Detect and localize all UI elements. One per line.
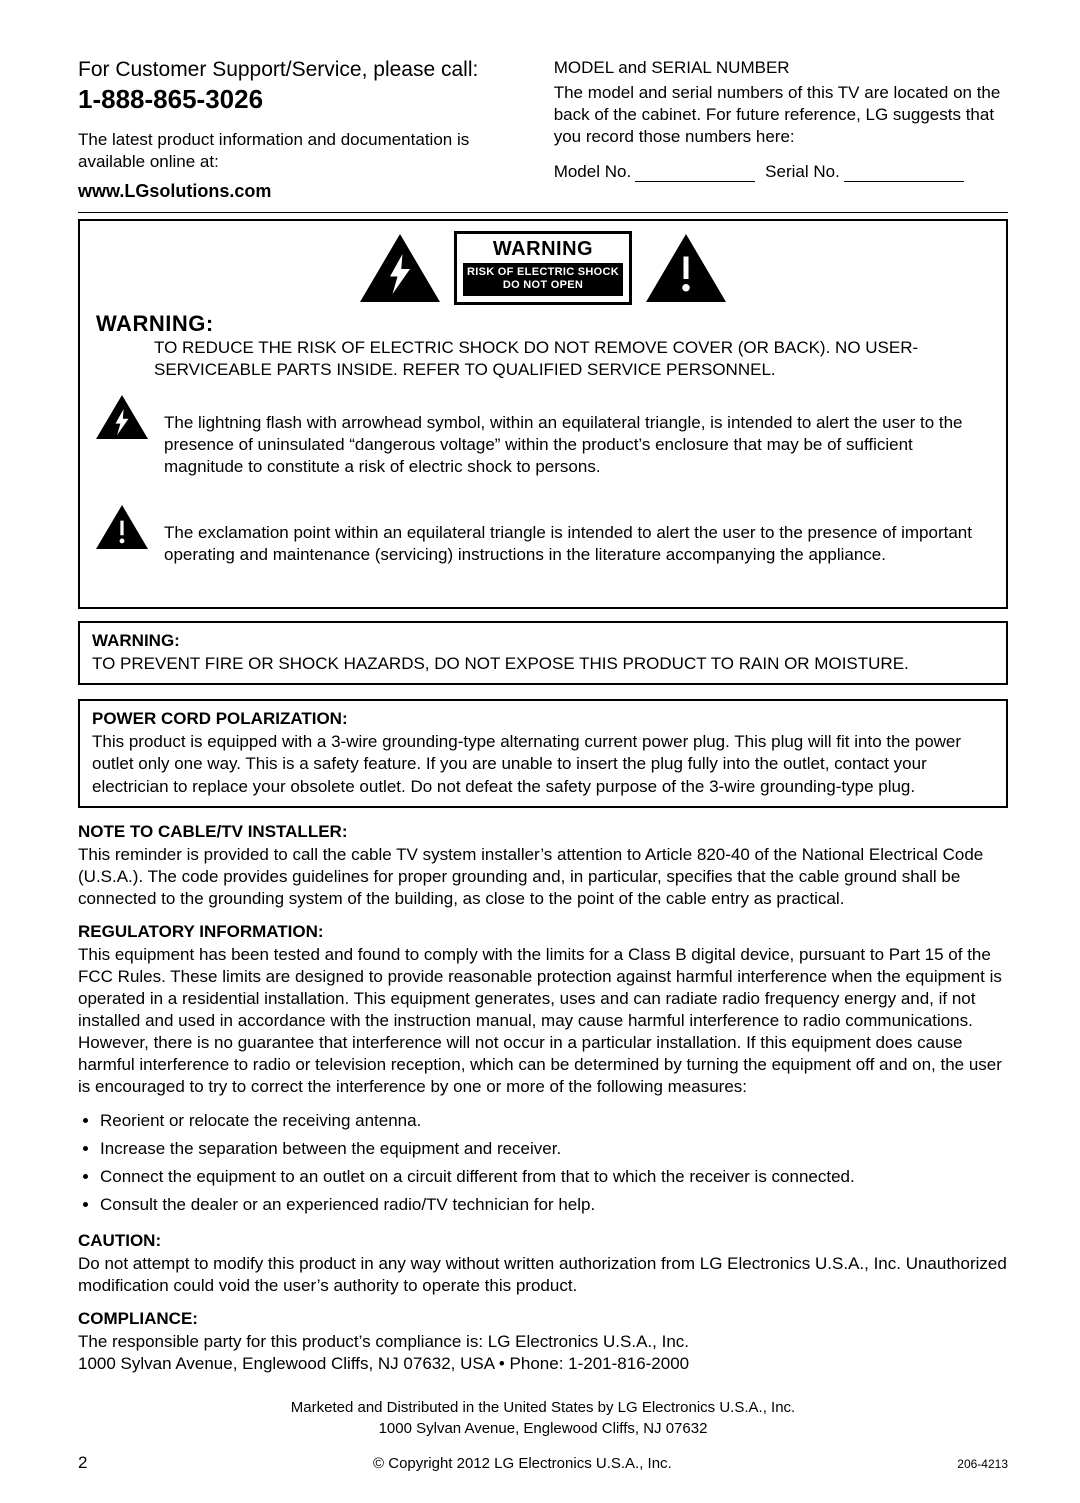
serial-blank-line [844,164,964,182]
model-serial-fields: Model No. Serial No. [554,162,1008,182]
small-lightning-bolt-icon [112,409,132,435]
warning-box-title: WARNING [463,238,623,261]
small-exclamation-triangle-icon [96,505,148,549]
compliance-body2: 1000 Sylvan Avenue, Englewood Cliffs, NJ… [78,1353,1008,1375]
header-columns: For Customer Support/Service, please cal… [78,58,1008,202]
warning-frame: WARNING RISK OF ELECTRIC SHOCK DO NOT OP… [78,219,1008,609]
caution-head: CAUTION: [78,1231,1008,1251]
caution-body: Do not attempt to modify this product in… [78,1253,1008,1297]
bolt-explain-row: The lightning flash with arrowhead symbo… [96,395,990,495]
model-field: Model No. [554,162,755,182]
footer-block: Marketed and Distributed in the United S… [78,1397,1008,1439]
footer-line1: Marketed and Distributed in the United S… [78,1397,1008,1418]
small-shock-triangle-icon [96,395,148,439]
warning-box-line2: DO NOT OPEN [503,279,583,291]
website-url: www.LGsolutions.com [78,181,534,202]
doc-code: 206-4213 [957,1457,1008,1471]
model-serial-text: The model and serial numbers of this TV … [554,82,1008,148]
moisture-warning-head: WARNING: [92,631,994,651]
warning-body: TO REDUCE THE RISK OF ELECTRIC SHOCK DO … [154,337,990,381]
regulatory-bullets: Reorient or relocate the receiving anten… [78,1107,1008,1219]
bolt-explain-text: The lightning flash with arrowhead symbo… [164,412,990,478]
regulatory-head: REGULATORY INFORMATION: [78,922,1008,942]
model-label: Model No. [554,162,631,182]
lightning-bolt-icon [385,254,415,294]
compliance-head: COMPLIANCE: [78,1309,1008,1329]
exclamation-icon [671,254,701,294]
regulatory-bullet: Connect the equipment to an outlet on a … [100,1163,1008,1191]
moisture-warning-body: TO PREVENT FIRE OR SHOCK HAZARDS, DO NOT… [92,653,994,675]
model-serial-heading: MODEL and SERIAL NUMBER [554,58,1008,78]
divider-line [78,212,1008,213]
regulatory-bullet: Increase the separation between the equi… [100,1135,1008,1163]
polarization-box: POWER CORD POLARIZATION: This product is… [78,699,1008,807]
warning-title: WARNING: [96,311,990,337]
regulatory-bullet: Reorient or relocate the receiving anten… [100,1107,1008,1135]
installer-body: This reminder is provided to call the ca… [78,844,1008,910]
footer-line2: 1000 Sylvan Avenue, Englewood Cliffs, NJ… [78,1418,1008,1439]
regulatory-bullet: Consult the dealer or an experienced rad… [100,1191,1008,1219]
warning-header-row: WARNING RISK OF ELECTRIC SHOCK DO NOT OP… [96,231,990,304]
warning-box-subtitle: RISK OF ELECTRIC SHOCK DO NOT OPEN [463,263,623,295]
document-page: For Customer Support/Service, please cal… [0,0,1080,1503]
compliance-body1: The responsible party for this product’s… [78,1331,1008,1353]
bottom-row: 2 © Copyright 2012 LG Electronics U.S.A.… [78,1453,1008,1473]
info-line: The latest product information and docum… [78,129,534,173]
warning-label-box: WARNING RISK OF ELECTRIC SHOCK DO NOT OP… [454,231,632,304]
serial-label: Serial No. [765,162,840,182]
moisture-warning-box: WARNING: TO PREVENT FIRE OR SHOCK HAZARD… [78,621,1008,685]
support-line: For Customer Support/Service, please cal… [78,58,534,82]
model-blank-line [635,164,755,182]
small-exclamation-icon [112,519,132,545]
page-number: 2 [78,1453,87,1473]
exclamation-triangle-icon [646,234,726,302]
warning-box-line1: RISK OF ELECTRIC SHOCK [467,266,619,278]
regulatory-body: This equipment has been tested and found… [78,944,1008,1099]
copyright: © Copyright 2012 LG Electronics U.S.A., … [373,1455,672,1472]
header-left-column: For Customer Support/Service, please cal… [78,58,534,202]
polarization-head: POWER CORD POLARIZATION: [92,709,994,729]
shock-triangle-icon [360,234,440,302]
excl-explain-row: The exclamation point within an equilate… [96,505,990,583]
support-phone: 1-888-865-3026 [78,84,534,115]
installer-head: NOTE TO CABLE/TV INSTALLER: [78,822,1008,842]
polarization-body: This product is equipped with a 3-wire g… [92,731,994,797]
serial-field: Serial No. [765,162,964,182]
excl-explain-text: The exclamation point within an equilate… [164,522,990,566]
header-right-column: MODEL and SERIAL NUMBER The model and se… [554,58,1008,202]
